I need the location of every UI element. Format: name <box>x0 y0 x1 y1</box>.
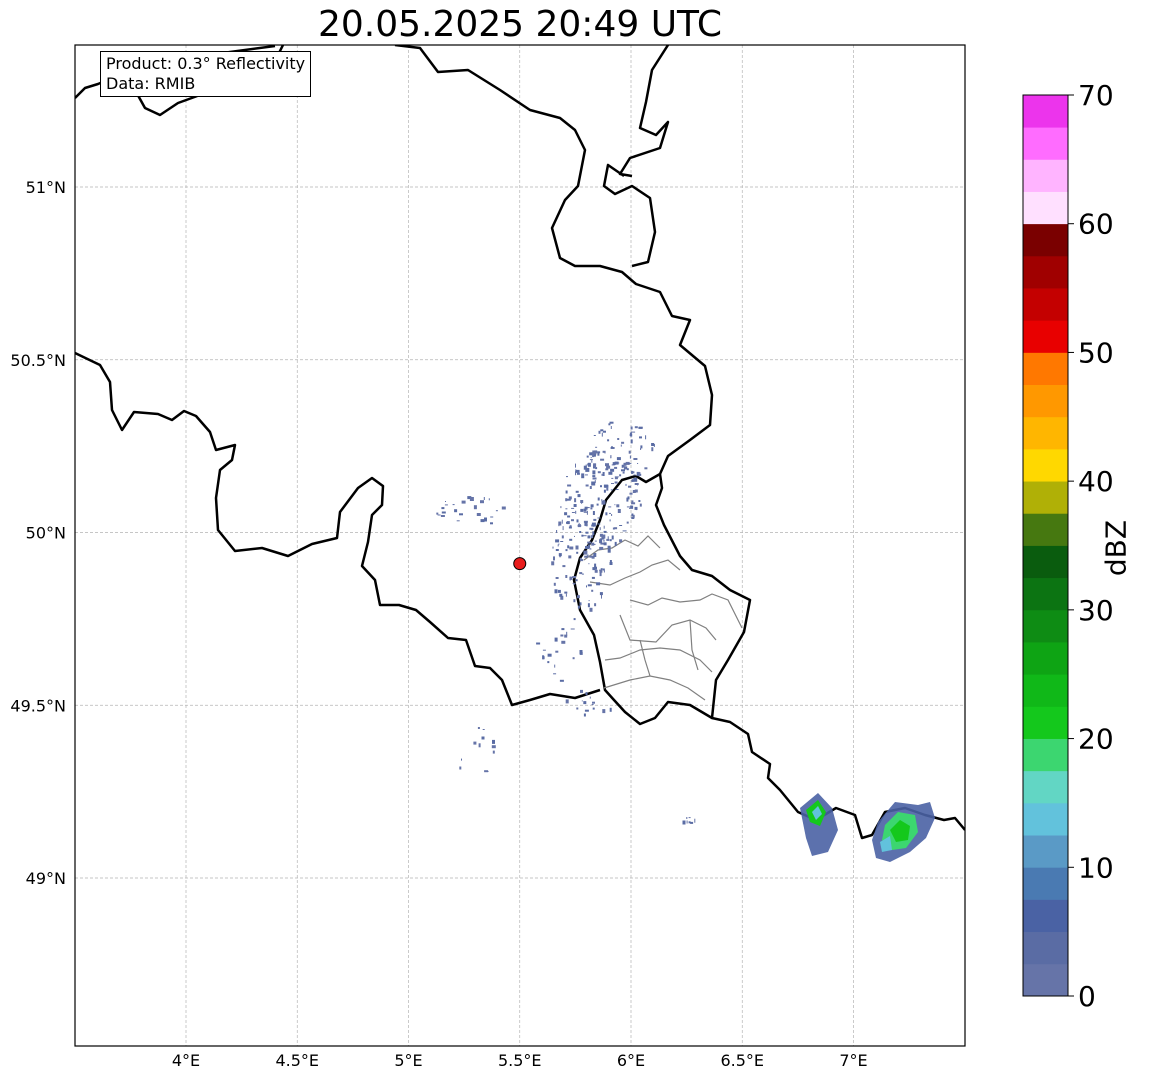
lat-tick-label: 51°N <box>26 178 66 197</box>
colorbar-tick-label: 70 <box>1078 79 1114 112</box>
colorbar-segment <box>1023 802 1068 836</box>
colorbar-segment <box>1023 545 1068 579</box>
colorbar-tick-label: 60 <box>1078 208 1114 241</box>
colorbar-segment <box>1023 159 1068 192</box>
echo-cluster-east <box>800 793 935 862</box>
colorbar-segment <box>1023 513 1068 546</box>
luxembourg-border <box>572 473 752 726</box>
colorbar-segment <box>1023 609 1068 643</box>
colorbar-segment <box>1023 255 1068 289</box>
colorbar-segment <box>1023 738 1068 772</box>
colorbar-segment <box>1023 899 1068 933</box>
colorbar-segment <box>1023 577 1068 611</box>
lon-tick-label: 5.5°E <box>498 1051 542 1070</box>
colorbar-tick-label: 30 <box>1078 594 1114 627</box>
colorbar-tick-label: 40 <box>1078 465 1114 498</box>
colorbar-segment <box>1023 770 1068 804</box>
colorbar-tick-label: 20 <box>1078 723 1114 756</box>
lon-tick-label: 4.5°E <box>275 1051 319 1070</box>
colorbar-frame <box>1022 94 1069 997</box>
lat-tick-label: 49.5°N <box>10 696 66 715</box>
colorbar-segment <box>1023 867 1068 900</box>
lon-tick-label: 5°E <box>394 1051 422 1070</box>
colorbar-segment <box>1023 835 1068 868</box>
map-frame <box>74 44 966 1047</box>
belgium-border-west <box>75 351 601 707</box>
colorbar-segment <box>1023 674 1068 707</box>
dutch-limburg-border <box>602 163 657 268</box>
colorbar-segment <box>1023 127 1068 160</box>
dbz-colorbar: 0 10 20 30 40 50 60 70 <box>1022 79 1114 1013</box>
colorbar-segment <box>1023 448 1068 482</box>
data-source-label: Data: RMIB <box>106 74 196 93</box>
luxembourg-cantons <box>583 535 743 701</box>
colorbar-tick-label: 10 <box>1078 851 1114 884</box>
lat-tick-label: 50.5°N <box>10 351 66 370</box>
lon-tick-label: 6°E <box>617 1051 645 1070</box>
colorbar-segment <box>1023 352 1068 386</box>
map-title: 20.05.2025 20:49 UTC <box>317 4 723 45</box>
lon-tick-label: 4°E <box>172 1051 200 1070</box>
colorbar-segment <box>1023 931 1068 965</box>
colorbar-segment <box>1023 191 1068 225</box>
colorbar-segment <box>1023 95 1068 128</box>
colorbar-label: dBZ <box>1099 519 1133 577</box>
colorbar-segment <box>1023 642 1068 675</box>
product-label: Product: 0.3° Reflectivity <box>106 54 306 73</box>
lat-tick-label: 49°N <box>26 869 66 888</box>
colorbar-segment <box>1023 706 1068 739</box>
colorbar-segment <box>1023 384 1068 418</box>
colorbar-tick-label: 50 <box>1078 336 1114 369</box>
colorbar-segment <box>1023 223 1068 257</box>
colorbar-segment <box>1023 288 1068 321</box>
colorbar-segment <box>1023 963 1068 997</box>
colorbar-segment <box>1023 320 1068 353</box>
netherlands-germany-border <box>618 45 670 178</box>
lon-tick-label: 7°E <box>839 1051 867 1070</box>
radar-site-marker <box>513 557 527 571</box>
netherlands-belgium-border <box>394 45 714 484</box>
product-info-box: Product: 0.3° Reflectivity Data: RMIB <box>100 51 312 97</box>
axis-tick-labels: 4°E 4.5°E 5°E 5.5°E 6°E 6.5°E 7°E 51°N 50.5°N 50°… <box>10 178 867 1070</box>
reflectivity-echoes <box>436 421 696 825</box>
colorbar-segment <box>1023 481 1068 514</box>
colorbar-segment <box>1023 416 1068 450</box>
colorbar-tick-label: 0 <box>1078 980 1096 1013</box>
graticule <box>75 45 965 1046</box>
lon-tick-label: 6.5°E <box>720 1051 764 1070</box>
lat-tick-label: 50°N <box>26 524 66 543</box>
